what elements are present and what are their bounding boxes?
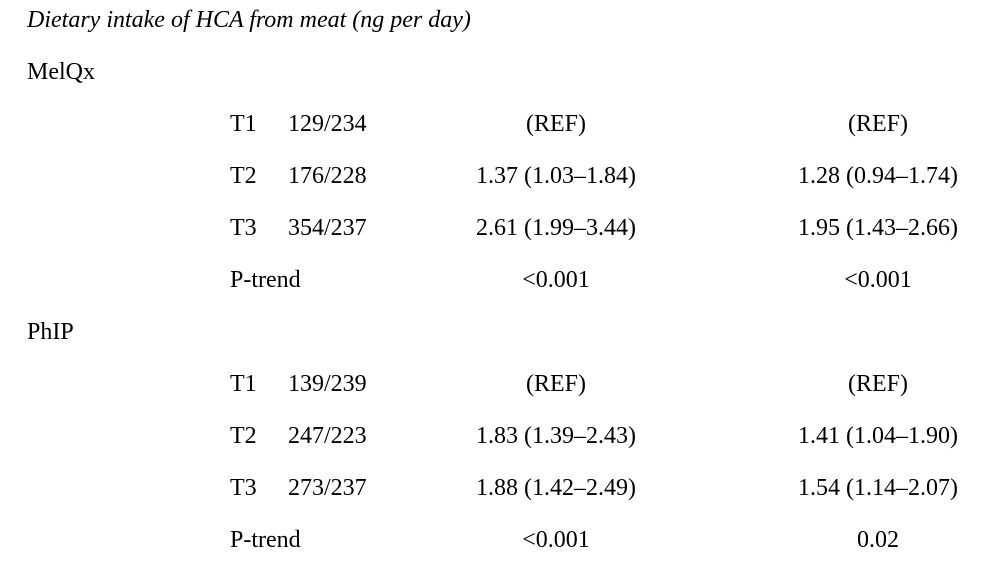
odds-ratio-1: (REF) xyxy=(526,371,586,397)
odds-ratio-2: (REF) xyxy=(848,371,908,397)
odds-ratio-2: 0.02 xyxy=(857,527,899,553)
group-name: MelQx xyxy=(27,59,95,85)
cases-controls: 354/237 xyxy=(288,215,367,241)
odds-ratio-2: 1.41 (1.04–1.90) xyxy=(798,423,958,449)
tertile: T2 xyxy=(230,163,257,189)
odds-ratio-1: 1.88 (1.42–2.49) xyxy=(476,475,636,501)
cases-controls: 139/239 xyxy=(288,371,367,397)
row-label: P-trend xyxy=(230,527,301,553)
row-label: P-trend xyxy=(230,267,301,293)
odds-ratio-1: <0.001 xyxy=(522,267,590,293)
tertile: T1 xyxy=(230,111,257,137)
odds-ratio-2: <0.001 xyxy=(844,267,912,293)
cases-controls: 176/228 xyxy=(288,163,367,189)
odds-ratio-2: 1.28 (0.94–1.74) xyxy=(798,163,958,189)
cases-controls: 247/223 xyxy=(288,423,367,449)
cases-controls: 129/234 xyxy=(288,111,367,137)
odds-ratio-1: <0.001 xyxy=(522,527,590,553)
odds-ratio-2: 1.54 (1.14–2.07) xyxy=(798,475,958,501)
odds-ratio-2: 1.95 (1.43–2.66) xyxy=(798,215,958,241)
tertile: T3 xyxy=(230,215,257,241)
tertile: T1 xyxy=(230,371,257,397)
table-title: Dietary intake of HCA from meat (ng per … xyxy=(27,7,471,33)
odds-ratio-1: (REF) xyxy=(526,111,586,137)
group-name: PhIP xyxy=(27,319,74,345)
tertile: T3 xyxy=(230,475,257,501)
odds-ratio-1: 2.61 (1.99–3.44) xyxy=(476,215,636,241)
tertile: T2 xyxy=(230,423,257,449)
odds-ratio-1: 1.83 (1.39–2.43) xyxy=(476,423,636,449)
cases-controls: 273/237 xyxy=(288,475,367,501)
odds-ratio-1: 1.37 (1.03–1.84) xyxy=(476,163,636,189)
odds-ratio-2: (REF) xyxy=(848,111,908,137)
